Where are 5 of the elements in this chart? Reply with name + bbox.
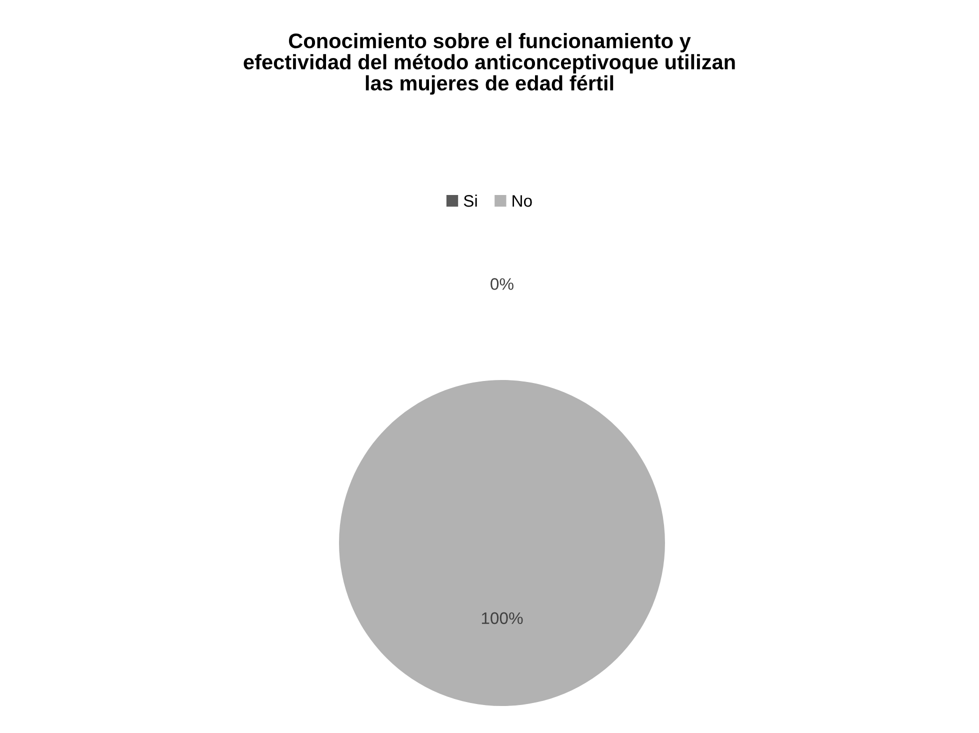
data-label: 100% xyxy=(482,612,523,624)
legend-label: No xyxy=(512,195,532,207)
legend-label: Si xyxy=(464,194,477,207)
chart-title: Conocimiento sobre el funcionamiento y efectividad del método anticonceptivoque utilizan las mujeres de edad fértil xyxy=(244,32,735,95)
text: 0% xyxy=(490,278,514,290)
